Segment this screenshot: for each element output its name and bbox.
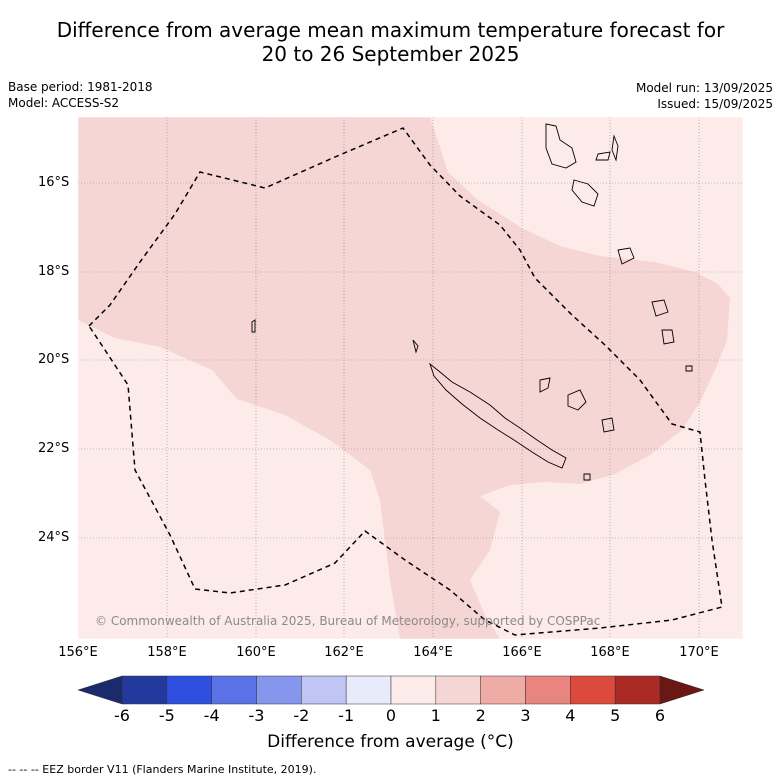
vanuatu-erromango — [651, 299, 669, 317]
loyalty-island-ouvea — [539, 377, 551, 393]
colorbar-cell — [435, 675, 481, 705]
colorbar-cell — [345, 675, 392, 705]
lon-label-158e: 158°E — [147, 645, 187, 660]
lon-label-168e: 168°E — [590, 645, 630, 660]
belep-islands — [412, 339, 419, 354]
lon-label-166e: 166°E — [502, 645, 542, 660]
meta-left: Base period: 1981-2018 Model: ACCESS-S2 — [8, 79, 153, 111]
chart-title: Difference from average mean maximum tem… — [0, 18, 781, 66]
colorbar-cells — [121, 675, 661, 705]
colorbar-tick-label: 4 — [565, 706, 576, 725]
colorbar-tick-label: -3 — [248, 706, 265, 725]
lat-label-16s: 16°S — [38, 175, 70, 190]
eez-footnote: -- -- -- EEZ border V11 (Flanders Marine… — [8, 763, 317, 776]
meta-right: Model run: 13/09/2025 Issued: 15/09/2025 — [636, 80, 773, 112]
vanuatu-ambae — [595, 151, 611, 161]
colorbar-over-arrow — [659, 675, 705, 705]
lat-label-20s: 20°S — [38, 352, 70, 367]
base-period: Base period: 1981-2018 — [8, 80, 153, 94]
lon-label-160e: 160°E — [236, 645, 276, 660]
lat-label-22s: 22°S — [38, 441, 70, 456]
vanuatu-malakula — [571, 179, 599, 207]
lon-label-156e: 156°E — [58, 645, 98, 660]
colorbar-tick-label: -6 — [114, 706, 130, 725]
map-grid — [78, 117, 743, 639]
colorbar-label: Difference from average (°C) — [267, 732, 514, 752]
map-frame — [77, 116, 744, 640]
title-line-1: Difference from average mean maximum tem… — [56, 18, 725, 42]
colorbar-cell — [211, 675, 257, 705]
issued-date: Issued: 15/09/2025 — [657, 97, 773, 111]
colorbar-tick-label: 2 — [475, 706, 486, 725]
colorbar-tick-label: -1 — [338, 706, 355, 725]
model-name: Model: ACCESS-S2 — [8, 96, 120, 110]
colorbar-cell — [570, 675, 616, 705]
anomaly-region-1-2 — [78, 117, 730, 639]
copyright-notice: © Commonwealth of Australia 2025, Bureau… — [95, 614, 601, 628]
colorbar-cell — [525, 675, 571, 705]
vanuatu-espiritu-santo — [545, 123, 577, 169]
colorbar-tick-label: -2 — [293, 706, 310, 725]
loyalty-island-mare — [601, 417, 615, 433]
colorbar-tick-label: 1 — [430, 706, 441, 725]
loyalty-island-lifou — [567, 389, 587, 411]
isle-of-pines — [583, 473, 591, 481]
colorbar-tick-label: 3 — [520, 706, 531, 725]
chesterfield-islet — [251, 319, 256, 333]
colorbar-tick-label: -4 — [203, 706, 220, 725]
colorbar-cell — [121, 675, 168, 705]
title-line-2: 20 to 26 September 2025 — [261, 42, 520, 66]
colorbar-tick-label: 0 — [385, 706, 397, 725]
colorbar-cell — [480, 675, 526, 705]
vanuatu-pentecost — [611, 134, 619, 162]
lon-label-164e: 164°E — [413, 645, 453, 660]
lon-label-170e: 170°E — [679, 645, 719, 660]
colorbar-cell — [166, 675, 212, 705]
colorbar-tick-label: -5 — [158, 706, 175, 725]
colorbar-cell — [301, 675, 347, 705]
vanuatu-tanna — [661, 329, 675, 345]
colorbar-tick-label: 5 — [610, 706, 621, 725]
lon-label-162e: 162°E — [324, 645, 364, 660]
colorbar-cell — [390, 675, 437, 705]
lat-label-18s: 18°S — [38, 264, 70, 279]
eez-border — [88, 127, 723, 636]
vanuatu-aneityum — [685, 365, 693, 372]
lat-label-24s: 24°S — [38, 530, 70, 545]
model-run: Model run: 13/09/2025 — [635, 81, 773, 95]
new-caledonia-coastline — [429, 362, 567, 469]
colorbar-cell — [614, 675, 661, 705]
colorbar-tick-label: 6 — [654, 706, 666, 725]
colorbar-under-arrow — [77, 675, 123, 705]
vanuatu-efate — [617, 247, 635, 265]
colorbar-cell — [256, 675, 302, 705]
